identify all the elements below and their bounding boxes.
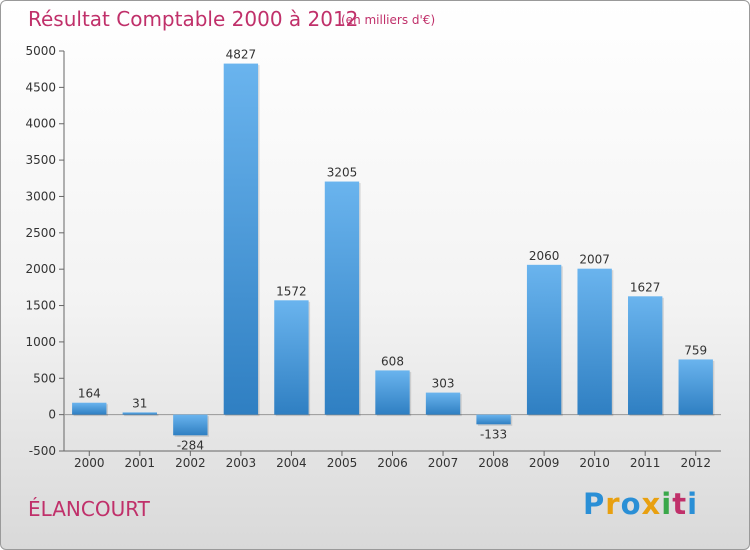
x-tick-label: 2004 <box>276 456 307 470</box>
y-tick-label: 2000 <box>25 262 56 276</box>
x-tick-label: 2008 <box>478 456 509 470</box>
bar <box>122 412 157 415</box>
data-label: 31 <box>132 396 147 410</box>
data-label: 303 <box>432 377 455 391</box>
brand-letter: i <box>687 487 699 521</box>
y-tick-label: 4000 <box>25 117 56 131</box>
data-label: 608 <box>381 354 404 368</box>
brand-letter: x <box>641 487 662 521</box>
data-label: 3205 <box>327 166 358 180</box>
data-label: 1572 <box>276 284 307 298</box>
data-label: 164 <box>78 387 101 401</box>
bar <box>375 370 410 415</box>
bar <box>274 300 309 415</box>
x-tick-label: 2007 <box>428 456 459 470</box>
x-tick-label: 2010 <box>579 456 610 470</box>
bar-shadow <box>124 413 159 417</box>
x-tick-label: 2001 <box>125 456 156 470</box>
x-tick-label: 2005 <box>327 456 358 470</box>
y-tick-label: 2500 <box>25 226 56 240</box>
bar <box>476 414 511 425</box>
chart-title: Résultat Comptable 2000 à 2012 <box>28 7 359 31</box>
x-tick-label: 2006 <box>377 456 408 470</box>
data-label: 2007 <box>579 253 610 267</box>
y-tick-label: 1000 <box>25 335 56 349</box>
x-tick-label: 2003 <box>226 456 257 470</box>
brand-letter: o <box>620 487 642 521</box>
x-tick-label: 2009 <box>529 456 560 470</box>
data-label: -133 <box>480 427 507 441</box>
x-tick-label: 2002 <box>175 456 206 470</box>
chart-subtitle: (en milliers d'€) <box>341 13 436 27</box>
brand-letter: r <box>605 487 621 521</box>
bar <box>324 181 360 415</box>
data-label: 4827 <box>226 48 257 62</box>
y-tick-label: 500 <box>33 371 56 385</box>
data-label: -284 <box>177 438 204 452</box>
data-label: 759 <box>684 343 707 357</box>
bar <box>425 392 461 415</box>
data-label: 2060 <box>529 249 560 263</box>
y-tick-label: 4500 <box>25 80 56 94</box>
x-tick-label: 2011 <box>630 456 661 470</box>
bar <box>577 268 612 415</box>
y-tick-label: 3000 <box>25 189 56 203</box>
bar <box>223 63 259 415</box>
x-tick-label: 2012 <box>680 456 711 470</box>
bar <box>526 264 562 415</box>
bar <box>173 414 208 436</box>
data-label: 1627 <box>630 280 661 294</box>
brand-letter: t <box>672 487 688 521</box>
y-tick-label: 5000 <box>25 44 56 58</box>
y-tick-label: 3500 <box>25 153 56 167</box>
brand-letter: i <box>661 487 673 521</box>
bar <box>72 402 107 415</box>
brand-letter: P <box>583 487 606 521</box>
brand-logo: Proxiti <box>583 487 698 521</box>
bar <box>678 359 713 415</box>
x-tick-label: 2000 <box>74 456 105 470</box>
bar <box>628 296 663 415</box>
commune-name: ÉLANCOURT <box>28 497 150 521</box>
y-tick-label: 1500 <box>25 299 56 313</box>
y-tick-label: -500 <box>29 444 56 458</box>
y-tick-label: 0 <box>48 408 56 422</box>
